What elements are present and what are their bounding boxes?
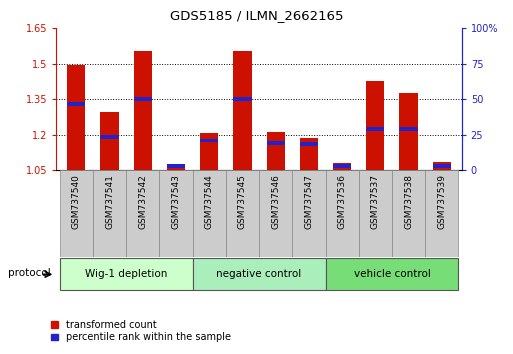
FancyBboxPatch shape [392, 170, 425, 257]
Bar [167, 165, 185, 168]
Legend: transformed count, percentile rank within the sample: transformed count, percentile rank withi… [51, 320, 231, 342]
Bar [101, 135, 119, 139]
Text: GSM737541: GSM737541 [105, 174, 114, 229]
Bar [300, 142, 318, 146]
Bar [267, 141, 285, 145]
Text: GSM737546: GSM737546 [271, 174, 280, 229]
FancyBboxPatch shape [126, 170, 160, 257]
Text: GSM737540: GSM737540 [72, 174, 81, 229]
Bar [432, 162, 451, 170]
Text: vehicle control: vehicle control [353, 269, 430, 279]
Text: GDS5185 / ILMN_2662165: GDS5185 / ILMN_2662165 [170, 9, 343, 22]
FancyBboxPatch shape [192, 170, 226, 257]
Bar [101, 112, 119, 170]
FancyBboxPatch shape [326, 170, 359, 257]
Bar [67, 65, 86, 170]
Bar [300, 138, 318, 170]
Bar [432, 165, 451, 168]
Text: GSM737547: GSM737547 [304, 174, 313, 229]
Text: GSM737539: GSM737539 [437, 174, 446, 229]
Bar [333, 165, 351, 168]
Text: negative control: negative control [216, 269, 302, 279]
FancyBboxPatch shape [359, 170, 392, 257]
FancyBboxPatch shape [192, 258, 326, 290]
Text: GSM737542: GSM737542 [139, 174, 147, 229]
Text: Wig-1 depletion: Wig-1 depletion [85, 269, 167, 279]
FancyBboxPatch shape [292, 170, 326, 257]
Bar [366, 81, 384, 170]
Text: GSM737537: GSM737537 [371, 174, 380, 229]
FancyBboxPatch shape [160, 170, 192, 257]
FancyBboxPatch shape [226, 170, 259, 257]
Text: GSM737544: GSM737544 [205, 174, 214, 229]
Bar [233, 97, 251, 101]
Text: GSM737545: GSM737545 [238, 174, 247, 229]
Bar [233, 51, 251, 170]
Bar [400, 127, 418, 131]
Bar [267, 132, 285, 170]
Bar [366, 127, 384, 131]
Bar [134, 97, 152, 101]
Bar [67, 102, 86, 106]
Text: GSM737536: GSM737536 [338, 174, 347, 229]
FancyBboxPatch shape [425, 170, 459, 257]
Bar [333, 163, 351, 170]
FancyBboxPatch shape [326, 258, 459, 290]
Bar [200, 138, 219, 142]
Text: GSM737543: GSM737543 [171, 174, 181, 229]
Bar [167, 164, 185, 170]
Bar [400, 93, 418, 170]
Bar [134, 51, 152, 170]
FancyBboxPatch shape [60, 170, 93, 257]
Text: GSM737538: GSM737538 [404, 174, 413, 229]
FancyBboxPatch shape [60, 258, 192, 290]
Bar [200, 133, 219, 170]
Text: protocol: protocol [8, 268, 51, 278]
FancyBboxPatch shape [93, 170, 126, 257]
FancyBboxPatch shape [259, 170, 292, 257]
